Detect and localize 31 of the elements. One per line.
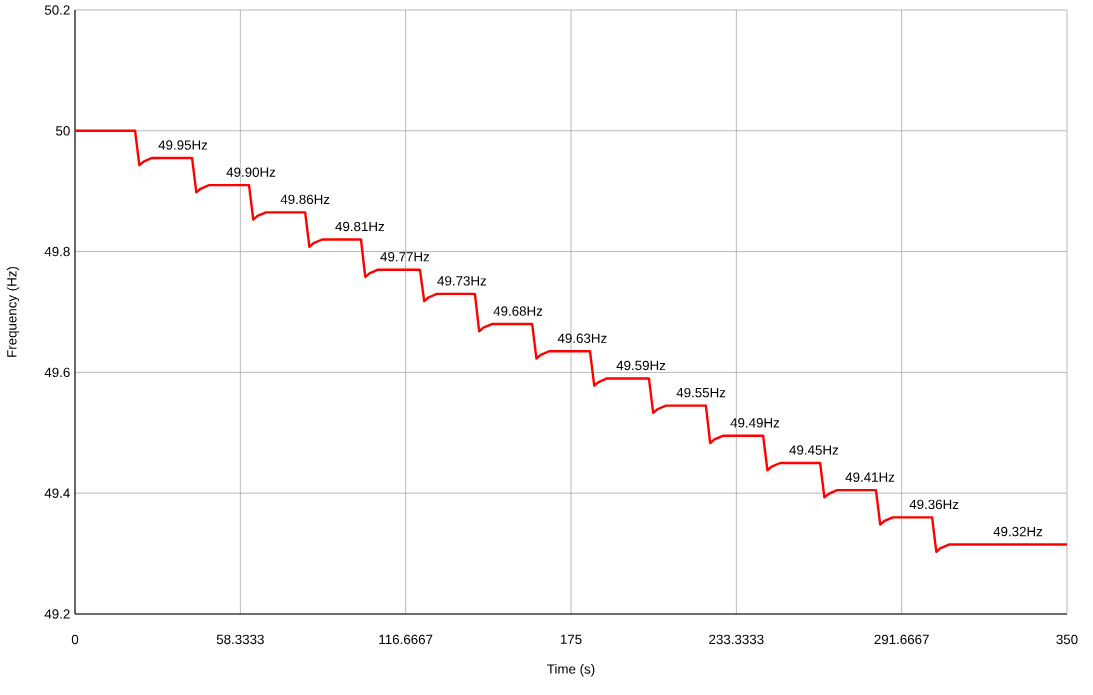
x-axis-title: Time (s) xyxy=(547,663,595,677)
annotation: 49.55Hz xyxy=(676,387,726,398)
annotation: 49.63Hz xyxy=(557,333,607,343)
annotation: 49.81Hz xyxy=(335,221,384,232)
line-series xyxy=(73,129,1069,553)
y-tick-label: 49.6 xyxy=(44,367,70,378)
annotation: 49.45Hz xyxy=(789,445,839,455)
x-tick-label: 116.6667 xyxy=(379,634,433,645)
annotation: 49.32Hz xyxy=(993,526,1043,537)
x-tick-label: 58.3333 xyxy=(216,634,264,645)
x-tick-label: 291.6667 xyxy=(874,634,929,645)
x-tick-label: 0 xyxy=(71,634,79,645)
annotation: 49.95Hz xyxy=(158,140,208,150)
annotation: 49.49Hz xyxy=(730,418,780,428)
annotation: 49.36Hz xyxy=(909,499,959,510)
x-tick-label: 233.3333 xyxy=(709,634,764,645)
y-axis-title: Frequency (Hz) xyxy=(6,266,20,357)
y-tick-label: 49.2 xyxy=(44,609,70,619)
annotation: 49.59Hz xyxy=(616,360,666,371)
y-tick-label: 50.2 xyxy=(44,5,70,15)
annotation: 49.73Hz xyxy=(437,276,487,286)
annotation: 49.68Hz xyxy=(493,306,543,316)
x-tick-label: 175 xyxy=(560,634,582,644)
annotation: 49.86Hz xyxy=(280,194,330,205)
annotation: 49.41Hz xyxy=(845,472,895,482)
annotation: 49.90Hz xyxy=(226,167,276,177)
annotation: 49.77Hz xyxy=(380,252,430,262)
y-tick-label: 49.8 xyxy=(44,246,70,257)
x-tick-label: 350 xyxy=(1056,634,1078,645)
y-tick-label: 49.4 xyxy=(44,488,70,498)
y-tick-label: 50 xyxy=(56,126,70,136)
